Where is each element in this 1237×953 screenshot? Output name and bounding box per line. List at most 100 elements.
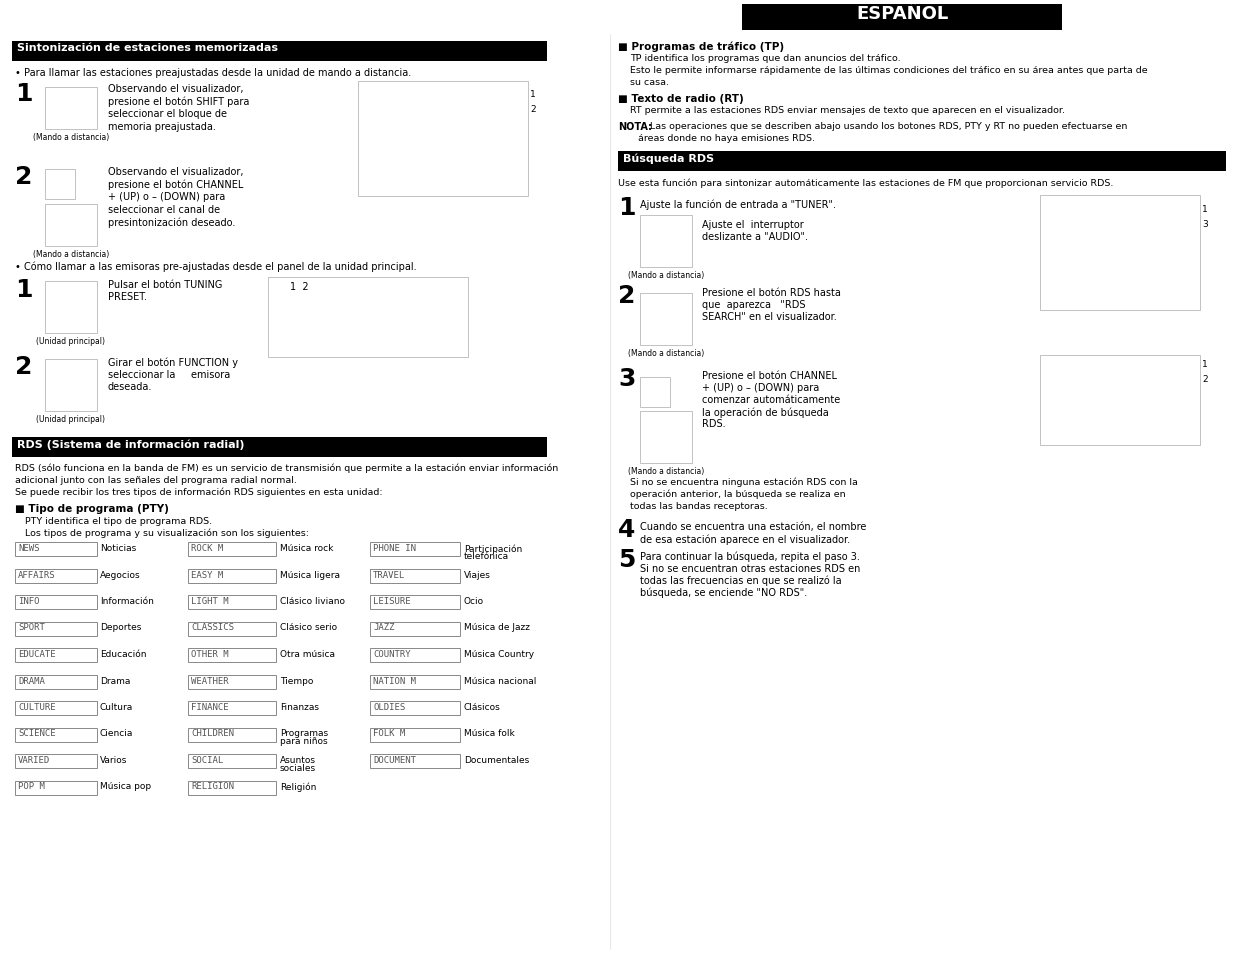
Text: (Unidad principal): (Unidad principal): [37, 336, 105, 346]
Text: DOCUMENT: DOCUMENT: [374, 755, 416, 764]
Bar: [15, 569, 96, 583]
Bar: [370, 701, 460, 716]
Text: Ocio: Ocio: [464, 597, 484, 605]
Bar: [15, 648, 96, 662]
Text: RDS.: RDS.: [703, 418, 726, 429]
Bar: [1040, 355, 1200, 446]
Text: Pulsar el botón TUNING
PRESET.: Pulsar el botón TUNING PRESET.: [108, 280, 223, 302]
Text: Otra música: Otra música: [280, 649, 335, 659]
Text: SCIENCE: SCIENCE: [19, 729, 56, 738]
Bar: [188, 728, 276, 741]
Text: Clásico serio: Clásico serio: [280, 623, 338, 632]
Text: Observando el visualizador,
presione el botón CHANNEL
+ (UP) o – (DOWN) para
sel: Observando el visualizador, presione el …: [108, 167, 244, 228]
Bar: [188, 754, 276, 768]
Text: Si no se encuentran otras estaciones RDS en: Si no se encuentran otras estaciones RDS…: [640, 563, 861, 574]
Bar: [12, 42, 547, 62]
Text: 1: 1: [529, 90, 536, 99]
Bar: [640, 294, 691, 346]
Bar: [370, 622, 460, 636]
Bar: [45, 282, 96, 334]
Text: PTY identifica el tipo de programa RDS.: PTY identifica el tipo de programa RDS.: [25, 517, 212, 525]
Text: ■ Programas de tráfico (TP): ■ Programas de tráfico (TP): [618, 42, 784, 52]
Text: deslizante a "AUDIO".: deslizante a "AUDIO".: [703, 232, 808, 242]
Text: EDUCATE: EDUCATE: [19, 649, 56, 659]
Text: SOCIAL: SOCIAL: [190, 755, 223, 764]
Text: Participación: Participación: [464, 543, 522, 553]
Text: Presione el botón RDS hasta: Presione el botón RDS hasta: [703, 288, 841, 297]
Bar: [15, 596, 96, 609]
Text: LEISURE: LEISURE: [374, 597, 411, 605]
Bar: [45, 205, 96, 247]
Text: Música folk: Música folk: [464, 729, 515, 738]
Text: Música nacional: Música nacional: [464, 676, 537, 685]
Bar: [640, 412, 691, 463]
Bar: [268, 277, 468, 357]
Bar: [370, 648, 460, 662]
Text: 1: 1: [1202, 359, 1207, 369]
Text: todas las bandas receptoras.: todas las bandas receptoras.: [630, 501, 768, 511]
Text: CULTURE: CULTURE: [19, 702, 56, 711]
Text: + (UP) o – (DOWN) para: + (UP) o – (DOWN) para: [703, 382, 819, 393]
Text: Clásicos: Clásicos: [464, 702, 501, 711]
Text: Música pop: Música pop: [100, 781, 151, 791]
Text: Cultura: Cultura: [100, 702, 134, 711]
Text: sociales: sociales: [280, 763, 317, 772]
Text: CHILDREN: CHILDREN: [190, 729, 234, 738]
Text: (Mando a distancia): (Mando a distancia): [33, 132, 109, 142]
Text: Educación: Educación: [100, 649, 146, 659]
Text: AFFAIRS: AFFAIRS: [19, 570, 56, 578]
Text: RDS (sólo funciona en la banda de FM) es un servicio de transmisión que permite : RDS (sólo funciona en la banda de FM) es…: [15, 463, 558, 473]
Text: áreas donde no haya emisiones RDS.: áreas donde no haya emisiones RDS.: [638, 133, 815, 143]
Text: RELIGION: RELIGION: [190, 781, 234, 791]
Text: POP M: POP M: [19, 781, 45, 791]
Bar: [370, 569, 460, 583]
Text: INFO: INFO: [19, 597, 40, 605]
Bar: [640, 215, 691, 268]
Text: adicional junto con las señales del programa radial normal.: adicional junto con las señales del prog…: [15, 476, 297, 484]
Text: CLASSICS: CLASSICS: [190, 623, 234, 632]
Text: Ciencia: Ciencia: [100, 729, 134, 738]
Bar: [15, 754, 96, 768]
Text: la operación de búsqueda: la operación de búsqueda: [703, 407, 829, 417]
Text: Esto le permite informarse rápidamente de las últimas condiciones del tráfico en: Esto le permite informarse rápidamente d…: [630, 66, 1148, 75]
Bar: [45, 88, 96, 130]
Text: 1: 1: [618, 195, 636, 220]
Text: Música Country: Música Country: [464, 649, 534, 659]
Bar: [370, 728, 460, 741]
Text: RDS (Sistema de información radial): RDS (Sistema de información radial): [17, 438, 245, 449]
Text: ■ Texto de radio (RT): ■ Texto de radio (RT): [618, 94, 743, 104]
Text: COUNTRY: COUNTRY: [374, 649, 411, 659]
Text: todas las frecuencias en que se realizó la: todas las frecuencias en que se realizó …: [640, 576, 841, 586]
Text: JAZZ: JAZZ: [374, 623, 395, 632]
Bar: [15, 675, 96, 689]
Bar: [742, 5, 1063, 30]
Text: PHONE IN: PHONE IN: [374, 543, 416, 553]
Bar: [15, 728, 96, 741]
Text: TP identifica los programas que dan anuncios del tráfico.: TP identifica los programas que dan anun…: [630, 54, 901, 63]
Text: Los tipos de programa y su visualización son los siguientes:: Los tipos de programa y su visualización…: [25, 529, 309, 537]
Text: (Mando a distancia): (Mando a distancia): [628, 271, 704, 280]
Text: telefónica: telefónica: [464, 552, 510, 560]
Bar: [188, 675, 276, 689]
Bar: [15, 781, 96, 795]
Text: 3: 3: [1202, 220, 1207, 229]
Text: Religión: Religión: [280, 781, 317, 791]
Text: Cuando se encuentra una estación, el nombre
de esa estación aparece en el visual: Cuando se encuentra una estación, el nom…: [640, 521, 866, 544]
Text: 4: 4: [618, 517, 636, 541]
Text: 1: 1: [15, 277, 32, 302]
Bar: [45, 170, 75, 200]
Text: FOLK M: FOLK M: [374, 729, 406, 738]
Text: Observando el visualizador,
presione el botón SHIFT para
seleccionar el bloque d: Observando el visualizador, presione el …: [108, 84, 250, 132]
Text: SEARCH" en el visualizador.: SEARCH" en el visualizador.: [703, 312, 836, 322]
Bar: [188, 542, 276, 557]
Text: ■ Tipo de programa (PTY): ■ Tipo de programa (PTY): [15, 503, 169, 514]
Bar: [188, 569, 276, 583]
Text: Información: Información: [100, 597, 153, 605]
Bar: [15, 701, 96, 716]
Text: Viajes: Viajes: [464, 570, 491, 578]
Text: VARIED: VARIED: [19, 755, 51, 764]
Text: Sintonización de estaciones memorizadas: Sintonización de estaciones memorizadas: [17, 43, 278, 53]
Text: que  aparezca   "RDS: que aparezca "RDS: [703, 299, 805, 310]
Text: 1: 1: [1202, 205, 1207, 213]
Text: Ajuste la función de entrada a "TUNER".: Ajuste la función de entrada a "TUNER".: [640, 200, 836, 211]
